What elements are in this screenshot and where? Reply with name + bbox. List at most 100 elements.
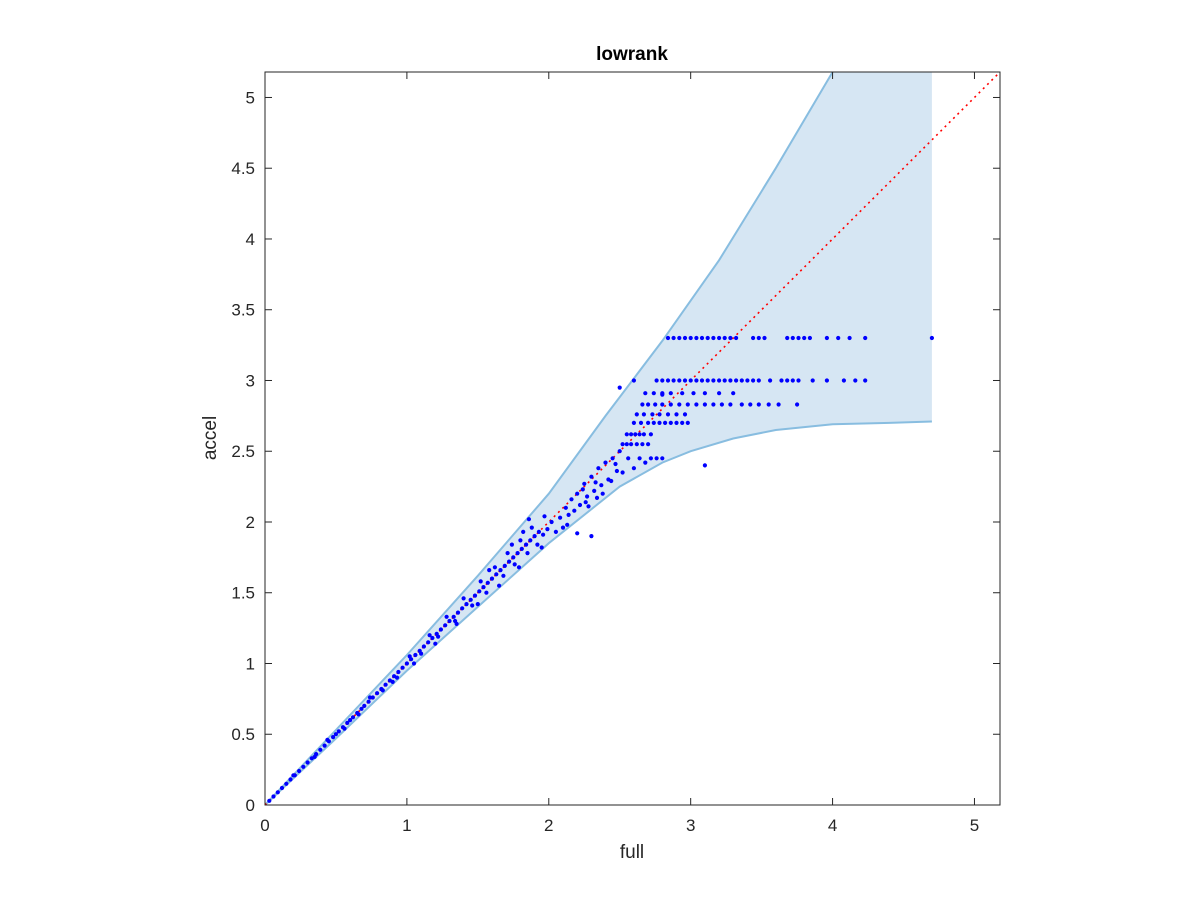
x-tick-label: 0: [260, 816, 269, 835]
data-point: [824, 335, 830, 341]
data-point: [288, 777, 293, 782]
data-point: [694, 402, 699, 407]
data-point: [717, 391, 722, 396]
data-point: [291, 773, 296, 778]
data-point: [796, 378, 801, 383]
data-point: [620, 470, 625, 475]
data-point: [663, 420, 668, 425]
data-point: [790, 378, 795, 383]
data-point: [460, 606, 465, 611]
data-point: [525, 551, 530, 556]
data-point: [657, 412, 662, 417]
data-point: [572, 508, 577, 513]
data-point: [475, 602, 480, 607]
y-tick-label: 5: [246, 88, 255, 107]
data-point: [447, 618, 452, 624]
data-point: [454, 621, 459, 627]
data-point: [734, 335, 739, 341]
data-point: [613, 461, 618, 467]
data-point: [575, 531, 580, 536]
data-point: [342, 726, 347, 731]
data-point: [841, 378, 847, 383]
data-point: [542, 514, 547, 519]
data-point: [549, 519, 554, 525]
data-point: [620, 442, 625, 447]
data-points: [267, 335, 935, 803]
data-point: [297, 768, 302, 774]
data-point: [553, 529, 559, 535]
x-axis-label: full: [620, 842, 644, 863]
data-point: [668, 420, 673, 425]
y-tick-label: 4: [246, 230, 255, 249]
data-point: [847, 335, 852, 341]
data-point: [739, 378, 744, 383]
data-point: [650, 412, 655, 417]
data-point: [768, 378, 773, 383]
data-point: [380, 688, 385, 693]
data-point: [643, 391, 648, 396]
data-point: [719, 402, 725, 407]
data-point: [674, 412, 679, 417]
data-point: [711, 335, 716, 341]
data-point: [617, 449, 622, 454]
data-point: [470, 603, 475, 608]
data-point: [589, 534, 594, 539]
data-point: [648, 456, 654, 461]
data-point: [668, 402, 673, 407]
data-point: [728, 402, 733, 407]
data-point: [404, 661, 409, 666]
data-point: [762, 335, 767, 341]
data-point: [362, 703, 367, 709]
data-point: [492, 565, 497, 570]
data-point: [345, 720, 350, 726]
data-point: [583, 500, 588, 505]
data-point: [312, 754, 317, 760]
data-point: [863, 335, 868, 341]
data-point: [419, 651, 424, 656]
data-point: [641, 412, 647, 417]
data-point: [677, 335, 682, 341]
data-point: [271, 794, 276, 799]
band-fill: [265, 72, 932, 805]
data-point: [688, 335, 693, 341]
data-point: [558, 515, 563, 520]
data-point: [599, 483, 604, 488]
data-point: [539, 545, 544, 550]
data-point: [367, 695, 373, 700]
data-point: [702, 391, 708, 396]
data-point: [634, 412, 639, 417]
data-point: [739, 402, 744, 407]
data-point: [641, 432, 647, 437]
data-point: [751, 378, 756, 383]
reference-line-group: [265, 72, 1000, 805]
y-tick-label: 3.5: [231, 301, 255, 320]
data-point: [779, 378, 784, 383]
data-point: [592, 488, 597, 493]
data-point: [734, 378, 739, 383]
data-point: [796, 335, 801, 341]
x-tick-label: 5: [970, 816, 979, 835]
data-point: [582, 481, 587, 486]
data-point: [668, 391, 673, 396]
data-point: [807, 335, 813, 341]
data-point: [691, 391, 696, 396]
data-point: [501, 573, 506, 578]
data-point: [722, 378, 727, 383]
data-point: [638, 420, 644, 425]
data-point: [502, 563, 507, 569]
data-point: [348, 718, 353, 723]
data-point: [356, 712, 361, 717]
data-point: [585, 494, 590, 499]
data-point: [497, 583, 502, 588]
data-point: [461, 596, 466, 601]
data-point: [512, 562, 517, 567]
data-point: [680, 420, 685, 425]
data-point: [515, 551, 520, 556]
data-point: [631, 378, 637, 383]
data-point: [596, 466, 601, 471]
data-point: [477, 589, 482, 594]
y-tick-label: 4.5: [231, 159, 255, 178]
chart-title: lowrank: [596, 44, 668, 65]
data-point: [589, 474, 594, 479]
y-tick-label: 3: [246, 371, 255, 390]
